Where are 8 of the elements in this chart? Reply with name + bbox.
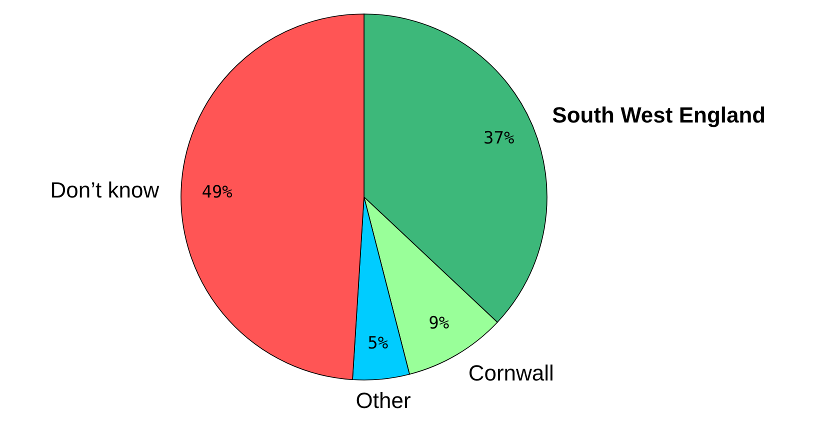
data-label: 9% bbox=[428, 314, 450, 334]
data-label: 5% bbox=[368, 333, 388, 354]
slice-label: Don’t know bbox=[50, 178, 160, 203]
slice-label: South West England bbox=[552, 102, 766, 128]
data-label: 37% bbox=[484, 128, 514, 149]
slice-label: Cornwall bbox=[468, 360, 554, 386]
slice-label: Other bbox=[356, 388, 411, 414]
data-label: 49% bbox=[202, 182, 232, 202]
